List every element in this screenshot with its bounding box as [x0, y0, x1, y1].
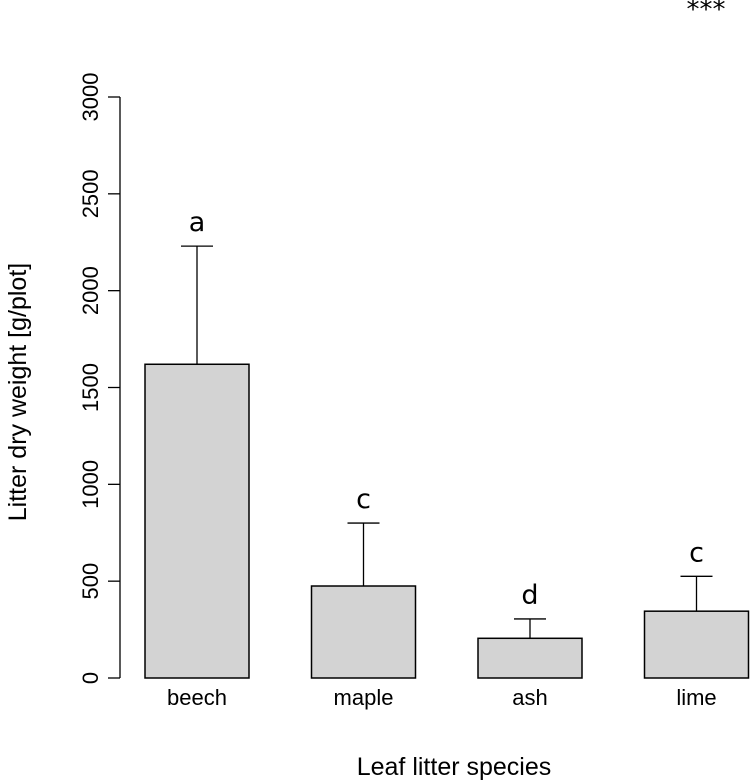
significance-letter-ash: d	[521, 580, 538, 611]
bar-ash	[477, 637, 583, 679]
overall-significance-stars: ***	[687, 0, 726, 25]
significance-letter-maple: c	[356, 484, 371, 515]
error-bars-layer	[181, 245, 713, 639]
y-tick-label-1500: 1500	[78, 363, 103, 412]
y-tick-label-500: 500	[78, 563, 103, 600]
y-tick-label-1000: 1000	[78, 460, 103, 509]
y-tick-label-2000: 2000	[78, 266, 103, 315]
y-tick-label-0: 0	[78, 672, 103, 684]
bar-beech	[144, 363, 250, 679]
x-tick-label-beech: beech	[167, 685, 227, 710]
bars-layer	[144, 363, 750, 679]
y-axis-title: Litter dry weight [g/plot]	[4, 263, 32, 521]
x-axis-labels: beechmapleashlimemixture	[167, 685, 717, 710]
x-tick-label-maple: maple	[334, 685, 394, 710]
significance-letter-lime: c	[689, 537, 704, 568]
bar-maple	[310, 585, 417, 679]
x-tick-label-lime: lime	[676, 685, 716, 710]
x-axis-title: Leaf litter species	[357, 753, 552, 781]
y-axis: 0 500 1000 1500 2000 2500 3000	[78, 73, 121, 684]
x-tick-label-ash: ash	[512, 685, 547, 710]
y-tick-label-3000: 3000	[78, 73, 103, 122]
y-tick-label-2500: 2500	[78, 169, 103, 218]
significance-letters-layer: acdcb	[189, 207, 704, 611]
bar-lime	[643, 610, 750, 679]
significance-letter-beech: a	[189, 207, 206, 238]
